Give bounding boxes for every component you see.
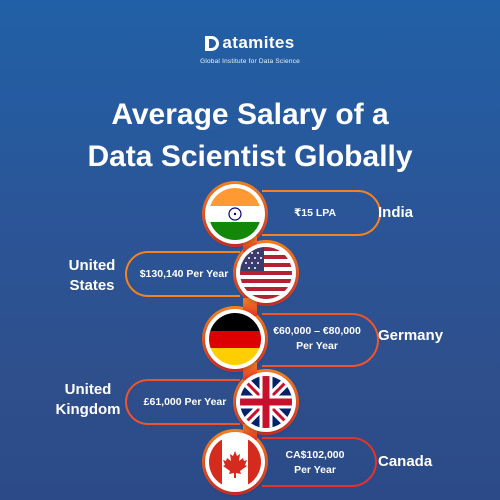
page-title: Average Salary of a Data Scientist Globa… (0, 94, 500, 178)
india-flag-icon (209, 188, 261, 240)
usa-salary: $130,140 Per Year (139, 268, 229, 280)
germany-salary-tab (262, 313, 379, 367)
canada-salary-line-1: CA$102,000 (285, 449, 345, 461)
uk-salary: £61,000 Per Year (143, 396, 227, 408)
germany-flag-icon (209, 313, 261, 365)
usa-flag-badge (236, 243, 296, 303)
title-line-2: Data Scientist Globally (87, 140, 413, 173)
germany-flag-badge (205, 309, 265, 369)
germany-salary-line-2: Per Year (296, 340, 338, 352)
canada-flag-badge (205, 432, 265, 492)
country-united-states: United States (56, 256, 128, 296)
brand-name: atamites (222, 33, 295, 52)
brand-tagline: Global Institute for Data Science (200, 57, 300, 65)
uk-flag-icon (240, 376, 292, 428)
country-united-states-line-1: United (68, 257, 116, 274)
uk-salary-tab (125, 379, 240, 425)
country-united-states-line-2: States (69, 277, 115, 294)
title-line-1: Average Salary of a (111, 98, 389, 131)
country-india: India (378, 204, 414, 221)
country-united-kingdom: United Kingdom (50, 380, 126, 420)
usa-flag-icon (240, 247, 292, 299)
uk-flag-badge (236, 372, 296, 432)
country-united-kingdom-line-1: United (64, 381, 112, 398)
usa-salary-tab (125, 251, 240, 297)
logo-d-icon (205, 35, 220, 51)
india-salary: ₹15 LPA (293, 207, 337, 219)
canada-salary: CA$102,000 Per Year (270, 448, 360, 478)
country-united-kingdom-line-2: Kingdom (55, 401, 121, 418)
logo-wordmark: atamites (205, 33, 294, 53)
canada-flag-icon (209, 436, 261, 488)
canada-salary-line-2: Per Year (294, 464, 336, 476)
canada-salary-tab (262, 437, 377, 487)
germany-salary: €60,000 – €80,000 Per Year (268, 324, 366, 354)
india-flag-badge (205, 184, 265, 244)
germany-salary-line-1: €60,000 – €80,000 (273, 325, 361, 337)
country-germany: Germany (378, 327, 444, 344)
brand-logo: atamites Global Institute for Data Scien… (0, 33, 500, 65)
india-salary-tab (262, 190, 381, 236)
country-canada: Canada (378, 453, 433, 470)
